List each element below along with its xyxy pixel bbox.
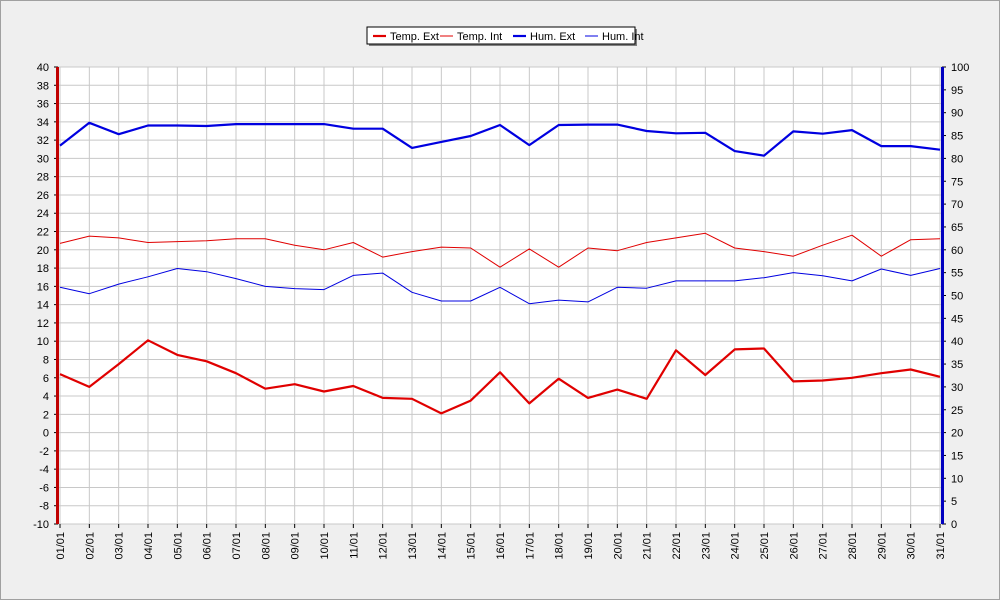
left-tick-label: 0	[43, 428, 49, 440]
left-tick-label: 30	[37, 153, 49, 165]
left-tick-label: 20	[37, 245, 49, 257]
right-tick-label: 50	[951, 291, 963, 303]
series-line-temp-ext	[59, 339, 941, 415]
left-tick-label: 12	[37, 318, 49, 330]
x-tick-label: 25/01	[759, 532, 771, 560]
right-tick-label: 10	[951, 473, 963, 485]
x-tick-label: 05/01	[172, 532, 184, 560]
x-tick-label: 27/01	[818, 532, 830, 560]
left-tick-label: 16	[37, 281, 49, 293]
series-line-temp-int	[59, 232, 941, 268]
left-tick-label: 38	[37, 80, 49, 92]
left-axis-bar	[56, 67, 59, 524]
x-tick-label: 11/01	[348, 532, 360, 559]
left-tick-label: 14	[37, 300, 49, 312]
x-tick-label: 13/01	[407, 532, 419, 560]
right-tick-label: 75	[951, 176, 963, 188]
x-tick-label: 16/01	[495, 532, 507, 560]
x-tick-label: 07/01	[231, 532, 243, 560]
right-axis-bar	[941, 67, 944, 524]
left-tick-label: -2	[39, 446, 49, 458]
x-tick-label: 26/01	[788, 532, 800, 560]
left-tick-label: 34	[37, 117, 49, 129]
x-tick-label: 09/01	[290, 532, 302, 560]
right-tick-label: 70	[951, 199, 963, 211]
left-tick-label: 2	[43, 409, 49, 421]
left-tick-label: 28	[37, 172, 49, 184]
x-tick-label: 31/01	[935, 532, 947, 560]
right-tick-label: 55	[951, 268, 963, 280]
x-tick-label: 21/01	[642, 532, 654, 560]
legend-label-hum-ext: Hum. Ext	[530, 31, 575, 43]
right-tick-label: 0	[951, 519, 957, 531]
x-tick-label: 24/01	[730, 532, 742, 560]
x-tick-label: 17/01	[524, 532, 536, 560]
left-tick-label: 6	[43, 373, 49, 385]
left-tick-label: 18	[37, 263, 49, 275]
x-tick-label: 23/01	[700, 532, 712, 560]
left-tick-label: -6	[39, 482, 49, 494]
left-tick-label: -4	[39, 464, 49, 476]
right-tick-label: 85	[951, 131, 963, 143]
x-tick-label: 29/01	[876, 532, 888, 560]
left-tick-label: 26	[37, 190, 49, 202]
right-tick-label: 25	[951, 405, 963, 417]
left-tick-label: 8	[43, 354, 49, 366]
right-tick-label: 15	[951, 450, 963, 462]
x-tick-label: 01/01	[55, 532, 67, 560]
x-tick-label: 28/01	[847, 532, 859, 560]
left-tick-label: 22	[37, 227, 49, 239]
x-tick-label: 14/01	[436, 532, 448, 560]
right-tick-label: 100	[951, 62, 969, 74]
legend-label-hum-int: Hum. Int	[602, 31, 644, 43]
x-tick-label: 06/01	[202, 532, 214, 560]
left-tick-label: 32	[37, 135, 49, 147]
right-tick-label: 60	[951, 245, 963, 257]
series-line-hum-ext	[59, 121, 941, 157]
right-tick-label: 90	[951, 108, 963, 120]
right-tick-label: 45	[951, 313, 963, 325]
x-tick-label: 10/01	[319, 532, 331, 560]
legend-label-temp-ext: Temp. Ext	[390, 31, 439, 43]
legend-box	[366, 26, 636, 45]
right-tick-label: 30	[951, 382, 963, 394]
right-tick-label: 5	[951, 496, 957, 508]
right-tick-label: 95	[951, 85, 963, 97]
x-tick-label: 30/01	[906, 532, 918, 560]
left-tick-label: 40	[37, 62, 49, 74]
left-tick-label: 24	[37, 208, 49, 220]
x-tick-label: 08/01	[260, 532, 272, 560]
x-tick-label: 22/01	[671, 532, 683, 560]
grid-lines	[58, 66, 942, 525]
left-tick-label: 36	[37, 99, 49, 111]
x-tick-label: 15/01	[466, 532, 478, 560]
left-tick-label: -10	[33, 519, 49, 531]
left-tick-label: -8	[39, 501, 49, 513]
x-tick-label: 18/01	[554, 532, 566, 560]
left-tick-label: 10	[37, 336, 49, 348]
x-tick-label: 19/01	[583, 532, 595, 560]
right-tick-label: 40	[951, 336, 963, 348]
series-line-hum-int	[59, 268, 941, 305]
right-tick-label: 80	[951, 153, 963, 165]
right-tick-label: 65	[951, 222, 963, 234]
left-tick-label: 4	[43, 391, 49, 403]
x-tick-label: 03/01	[114, 532, 126, 560]
x-tick-label: 04/01	[143, 532, 155, 560]
x-tick-label: 12/01	[378, 532, 390, 560]
x-tick-label: 02/01	[84, 532, 96, 560]
legend: Temp. Ext Temp. Int Hum. Ext Hum. Int	[366, 26, 644, 46]
right-tick-label: 20	[951, 428, 963, 440]
x-tick-label: 20/01	[612, 532, 624, 560]
legend-label-temp-int: Temp. Int	[457, 31, 502, 43]
right-tick-label: 35	[951, 359, 963, 371]
